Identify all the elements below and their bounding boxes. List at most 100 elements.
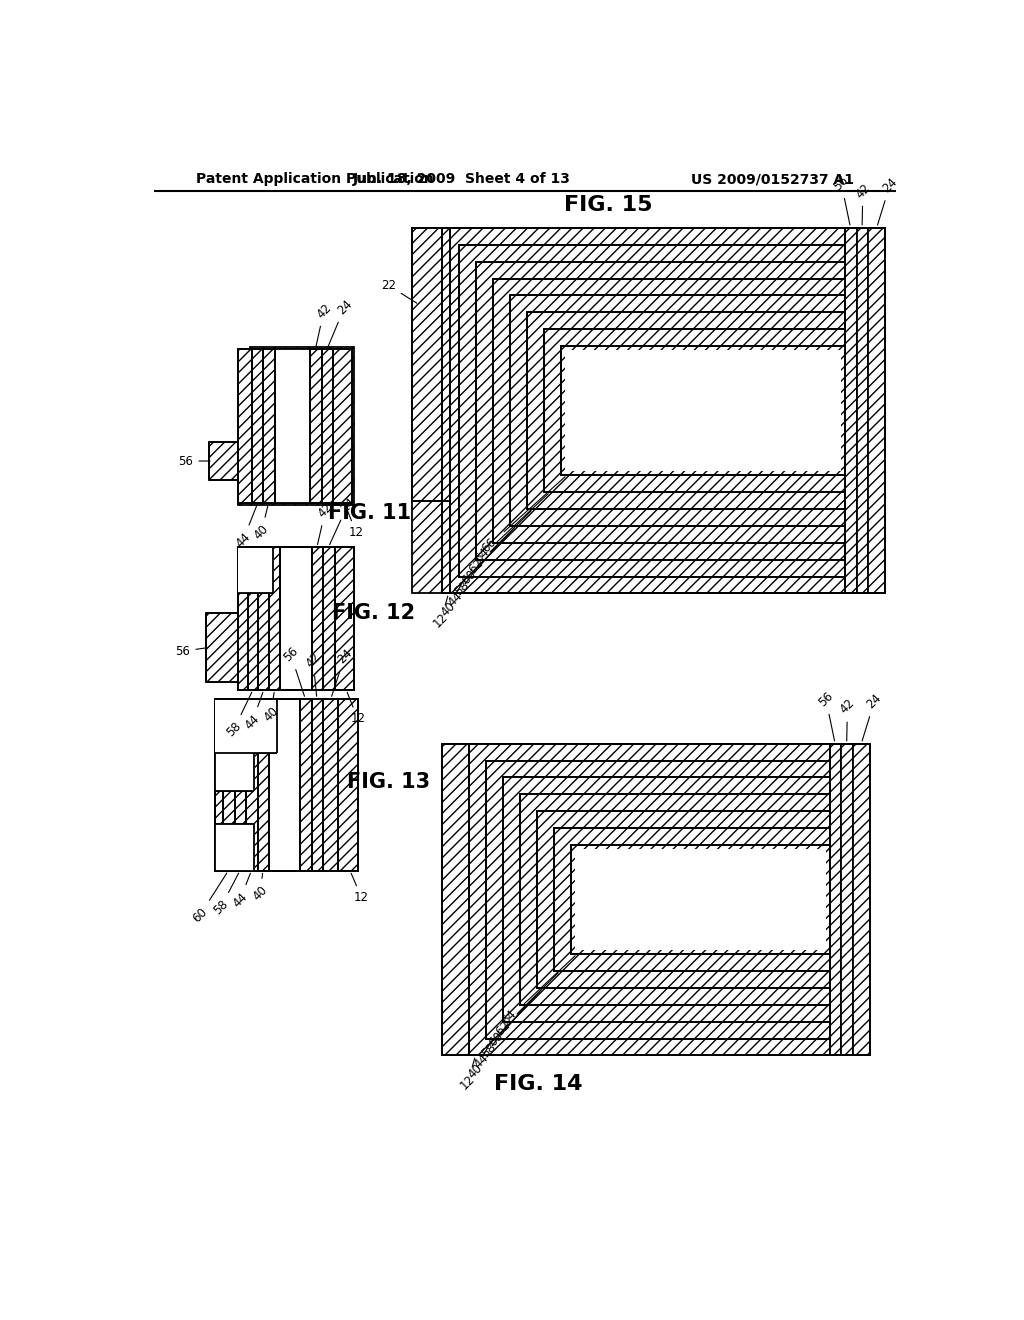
Bar <box>829 743 842 1056</box>
Text: 56: 56 <box>178 454 210 467</box>
Bar <box>476 261 845 560</box>
Bar <box>412 227 885 594</box>
Bar <box>469 743 829 1056</box>
Text: 44: 44 <box>444 562 481 609</box>
Bar <box>520 795 829 1005</box>
Text: 12: 12 <box>347 692 366 726</box>
Bar <box>248 548 258 689</box>
Text: 22: 22 <box>381 279 417 304</box>
Text: 58: 58 <box>452 545 498 598</box>
Bar <box>571 845 829 954</box>
Text: 24: 24 <box>878 176 900 224</box>
Bar <box>215 697 278 752</box>
Text: FIG. 15: FIG. 15 <box>563 194 652 215</box>
Text: 62: 62 <box>493 973 558 1039</box>
Bar <box>571 845 829 954</box>
Bar <box>234 700 246 871</box>
Text: 64: 64 <box>472 494 548 565</box>
Bar <box>239 350 352 503</box>
Text: 44: 44 <box>243 692 263 731</box>
Bar <box>442 227 845 594</box>
Bar <box>252 350 263 503</box>
Text: 64: 64 <box>500 956 575 1027</box>
Text: Patent Application Publication: Patent Application Publication <box>196 172 434 186</box>
Text: 58: 58 <box>224 692 252 739</box>
Bar <box>554 829 829 970</box>
Bar <box>258 700 269 871</box>
Bar <box>868 227 885 594</box>
Bar <box>322 350 333 503</box>
Text: 12: 12 <box>458 1059 478 1092</box>
Bar <box>554 829 829 970</box>
Bar <box>494 279 845 543</box>
Text: 24: 24 <box>330 495 357 545</box>
Bar <box>215 825 255 871</box>
Bar <box>527 313 845 508</box>
Bar <box>206 612 239 682</box>
Text: FIG. 11: FIG. 11 <box>328 503 411 523</box>
Text: 12: 12 <box>351 874 369 904</box>
Bar <box>857 227 868 594</box>
Bar <box>544 330 845 492</box>
Text: US 2009/0152737 A1: US 2009/0152737 A1 <box>691 172 854 186</box>
Bar <box>510 296 845 525</box>
Bar <box>209 442 239 480</box>
Text: 40: 40 <box>261 693 281 725</box>
Bar <box>215 825 254 871</box>
Bar <box>845 227 857 594</box>
Text: 56: 56 <box>175 644 207 657</box>
Bar <box>239 548 354 689</box>
Bar <box>223 700 234 871</box>
Bar <box>442 743 869 1056</box>
Text: 42: 42 <box>303 651 323 696</box>
Bar <box>323 700 339 871</box>
Bar <box>486 760 829 1039</box>
Bar <box>561 346 845 475</box>
Text: 42: 42 <box>314 301 334 347</box>
Text: FIG. 13: FIG. 13 <box>347 772 430 792</box>
Bar <box>561 346 845 475</box>
Bar <box>460 244 845 577</box>
Bar <box>323 548 335 689</box>
Text: 44: 44 <box>230 874 251 909</box>
Text: 12: 12 <box>346 506 364 539</box>
Text: 56: 56 <box>816 689 836 741</box>
Bar <box>239 548 354 689</box>
Bar <box>239 548 273 594</box>
Bar <box>442 227 885 594</box>
Text: 60: 60 <box>459 528 514 587</box>
Text: 24: 24 <box>862 692 885 741</box>
Bar <box>853 743 869 1056</box>
Bar <box>412 228 451 502</box>
Bar <box>263 350 274 503</box>
Bar <box>510 296 845 525</box>
Bar <box>239 546 273 594</box>
Bar <box>842 743 853 1056</box>
Bar <box>310 350 322 503</box>
Bar <box>239 424 354 506</box>
Bar <box>412 228 451 502</box>
Text: 42: 42 <box>315 500 335 545</box>
Bar <box>460 244 845 577</box>
Bar <box>269 700 300 871</box>
Bar <box>503 777 829 1022</box>
Text: 44: 44 <box>472 1024 508 1071</box>
Bar <box>538 812 829 987</box>
Text: Jun. 18, 2009  Sheet 4 of 13: Jun. 18, 2009 Sheet 4 of 13 <box>352 172 570 186</box>
Text: 40: 40 <box>252 506 271 543</box>
Bar <box>469 743 829 1056</box>
Bar <box>544 330 845 492</box>
Bar <box>274 350 310 503</box>
Bar <box>311 548 323 689</box>
Text: 66: 66 <box>479 477 565 554</box>
Bar <box>215 700 357 871</box>
Bar <box>527 313 845 508</box>
Bar <box>258 548 269 689</box>
Bar <box>486 760 829 1039</box>
Text: 60: 60 <box>190 873 227 925</box>
Bar <box>442 227 845 594</box>
Bar <box>215 752 254 792</box>
Text: 58: 58 <box>479 1007 524 1060</box>
Text: 62: 62 <box>466 511 531 577</box>
Text: FIG. 12: FIG. 12 <box>332 603 415 623</box>
